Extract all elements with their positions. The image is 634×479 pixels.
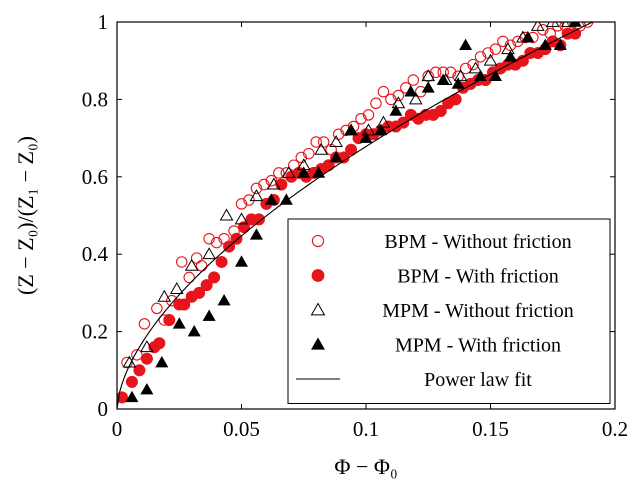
open-circle-point [152,303,162,313]
filled-triangle-point [203,310,215,320]
filled-circle-point [164,314,175,325]
filled-triangle-point [250,229,262,239]
filled-circle-point [216,256,227,267]
filled-circle-point [208,272,219,283]
filled-triangle-point [188,326,200,336]
filled-circle-point [154,338,165,349]
filled-triangle-point [236,256,248,266]
filled-triangle-point [345,124,357,134]
filled-triangle-point [390,105,402,115]
legend-entry-label: MPM - Without friction [382,300,574,322]
y-tick-label: 1 [98,10,109,34]
open-circle-point [371,98,381,108]
y-tick-label: 0.2 [82,320,108,344]
filled-triangle-point [569,16,581,26]
y-tick-label: 0 [98,397,109,421]
open-triangle-point [221,210,233,220]
x-tick-label: 0.2 [602,417,628,441]
open-triangle-point [186,260,198,270]
open-triangle-point [485,55,497,65]
open-triangle-point [171,283,183,293]
open-triangle-point [203,248,215,258]
x-tick-label: 0 [112,417,123,441]
open-circle-point [177,257,187,267]
open-circle-point [408,75,418,85]
filled-triangle-point [504,51,516,61]
open-triangle-point [502,43,514,53]
open-triangle-point [315,144,327,154]
filled-triangle-point [141,384,153,394]
filled-triangle-point [460,39,472,49]
filled-circle-point [126,376,137,387]
x-tick-label: 0.15 [472,417,509,441]
legend-entry-label: BPM - Without friction [384,231,571,253]
legend-marker-swatch [312,269,324,281]
filled-circle-point [141,353,152,364]
filled-circle-point [231,233,242,244]
legend-entry-label: Power law fit [424,369,532,391]
filled-circle-point [569,28,580,39]
open-circle-point [139,319,149,329]
x-tick-label: 0.1 [353,417,379,441]
open-circle-point [196,261,206,271]
filled-circle-point [253,214,264,225]
y-tick-label: 0.4 [82,242,109,266]
filled-triangle-point [405,86,417,96]
legend: BPM - Without friction BPM - With frictio… [288,219,610,404]
filled-triangle-point [218,295,230,305]
y-tick-label: 0.6 [82,165,108,189]
legend-entry-label: MPM - With friction [395,335,561,357]
y-axis-label: (Z − Z₀)/(Z₁ − Z₀) [13,136,38,295]
x-tick-label: 0.05 [223,417,260,441]
legend-entry-label: BPM - With friction [397,266,559,288]
y-tick-label: 0.8 [82,87,108,111]
x-axis-label: Φ − Φ₀ [334,454,397,479]
filled-triangle-point [156,357,168,367]
filled-triangle-point [280,194,292,204]
